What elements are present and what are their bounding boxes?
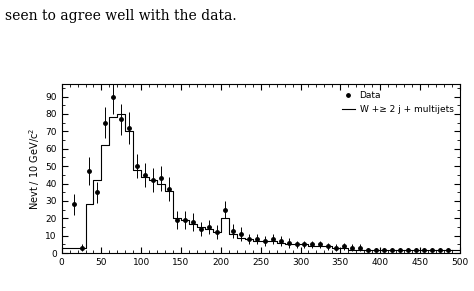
- Text: seen to agree well with the data.: seen to agree well with the data.: [5, 9, 237, 23]
- Legend: Data, W +≥ 2 j + multijets: Data, W +≥ 2 j + multijets: [338, 87, 457, 118]
- Y-axis label: Nevt / 10 GeV/c$^2$: Nevt / 10 GeV/c$^2$: [27, 127, 43, 210]
